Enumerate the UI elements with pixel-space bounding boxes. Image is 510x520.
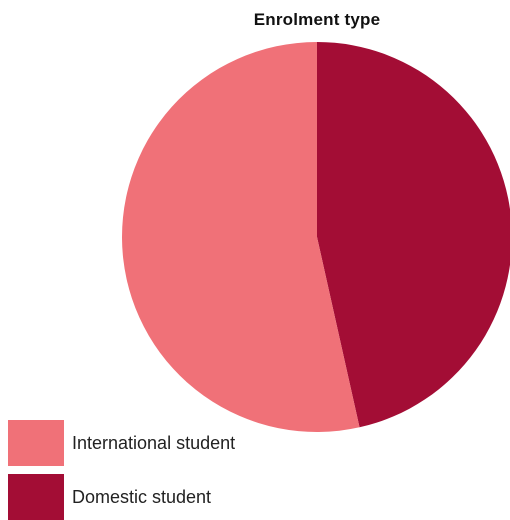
legend-swatch-domestic — [8, 474, 64, 520]
legend-item-international: International student — [8, 420, 235, 466]
legend: International student Domestic student — [8, 420, 235, 520]
legend-label-domestic: Domestic student — [72, 486, 212, 507]
pie-slice-international-student — [121, 42, 360, 432]
legend-label-international: International student — [72, 432, 236, 453]
legend-swatch-international — [8, 420, 64, 466]
chart-title: Enrolment type — [253, 10, 381, 29]
legend-item-domestic: Domestic student — [8, 474, 235, 520]
pie-slice-domestic-student — [317, 42, 510, 428]
pie-slices — [121, 42, 510, 432]
